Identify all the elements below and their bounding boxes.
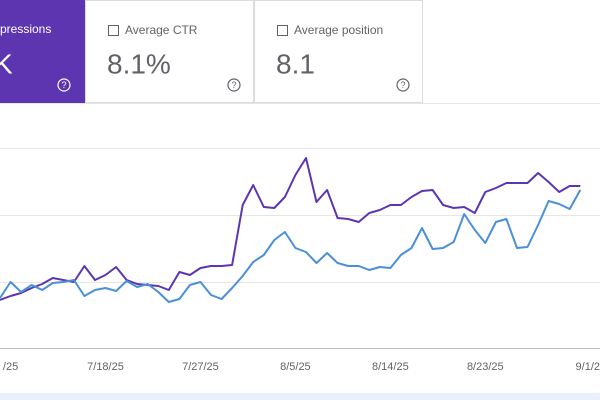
x-tick-label: 8/5/25 — [280, 361, 311, 373]
card-label: Average position — [294, 23, 383, 37]
ctr-card[interactable] — [85, 0, 254, 103]
card-label: Average CTR — [125, 23, 198, 37]
card-label: pressions — [0, 22, 51, 36]
position-card[interactable] — [254, 0, 423, 103]
x-tick-label: 7/18/25 — [87, 361, 124, 373]
x-tick-label: 8/23/25 — [467, 361, 504, 373]
impressions-card[interactable] — [0, 0, 85, 103]
card-value: 8.1 — [276, 48, 315, 79]
help-icon[interactable] — [57, 78, 71, 92]
card-value: 8.1% — [107, 48, 171, 79]
x-tick-label: 9/1/2 — [576, 361, 600, 373]
series-line — [0, 157, 581, 301]
checkbox[interactable] — [108, 25, 119, 36]
help-mark: ? — [61, 80, 66, 90]
series-line — [0, 189, 582, 303]
help-mark: ? — [400, 80, 405, 90]
footer-band — [0, 393, 600, 400]
help-icon[interactable] — [227, 78, 241, 92]
x-tick-label: /25 — [3, 361, 18, 373]
x-tick-label: 7/27/25 — [182, 361, 219, 373]
checkbox[interactable] — [277, 25, 288, 36]
x-tick-label: 8/14/25 — [372, 361, 409, 373]
help-icon[interactable] — [396, 78, 410, 92]
card-value: K — [0, 48, 13, 79]
help-mark: ? — [231, 80, 236, 90]
